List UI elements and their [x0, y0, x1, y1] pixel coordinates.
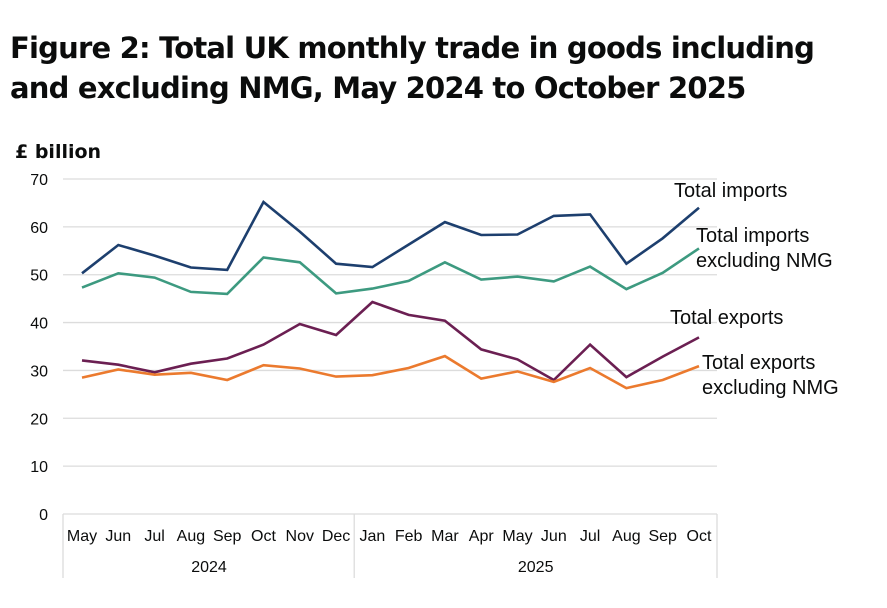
year-group-label: 2025	[518, 559, 554, 576]
series-line-1	[81, 247, 700, 296]
series-line-2	[81, 300, 700, 382]
y-tick-label: 50	[30, 268, 48, 285]
x-axis: 2024 2025 May Jun Jul Aug Sep Oct Nov Dec Jan Feb Ma…	[62, 513, 718, 578]
x-tick-label: Jan	[359, 528, 385, 545]
series-label: excluding NMG	[696, 250, 833, 272]
x-tick-label: Mar	[431, 528, 459, 545]
series-line-3	[81, 354, 700, 390]
y-tick-label: 70	[30, 172, 48, 189]
figure-title: Figure 2: Total UK monthly trade in good…	[10, 31, 815, 105]
x-tick-label: Dec	[322, 528, 350, 545]
x-tick-label: Oct	[251, 528, 276, 545]
series-label: Total exports	[702, 352, 815, 374]
series-label: Total imports	[696, 225, 809, 247]
x-tick-label: Aug	[612, 528, 640, 545]
x-tick-label: Jul	[144, 528, 164, 545]
series-label: Total imports	[674, 180, 787, 202]
series-label: Total exports	[670, 307, 783, 329]
x-tick-label: Aug	[177, 528, 205, 545]
series-labels: Total imports Total imports excluding NMG T…	[670, 180, 839, 399]
x-tick-label: Oct	[687, 528, 712, 545]
x-tick-label: May	[67, 528, 97, 545]
x-tick-label: May	[502, 528, 532, 545]
y-tick-label: 0	[39, 507, 48, 524]
series-label: excluding NMG	[702, 377, 839, 399]
y-tick-label: 30	[30, 363, 48, 380]
x-tick-label: Sep	[213, 528, 242, 545]
y-tick-label: 20	[30, 411, 48, 428]
y-axis-ticks: 0 10 20 30 40 50 60 70	[30, 172, 48, 524]
x-tick-label: Jun	[541, 528, 567, 545]
x-tick-label: Feb	[395, 528, 423, 545]
y-tick-label: 40	[30, 316, 48, 333]
x-tick-label: Nov	[286, 528, 314, 545]
gridlines	[63, 178, 717, 467]
x-tick-label: Jun	[105, 528, 131, 545]
y-tick-label: 60	[30, 220, 48, 237]
series-lines	[81, 199, 700, 390]
x-tick-label: Sep	[648, 528, 677, 545]
y-axis-unit-label: £ billion	[15, 141, 102, 163]
series-line-0	[81, 199, 700, 275]
year-group-label: 2024	[191, 559, 227, 576]
x-tick-label: Apr	[469, 528, 495, 545]
x-tick-label: Jul	[580, 528, 600, 545]
y-tick-label: 10	[30, 459, 48, 476]
